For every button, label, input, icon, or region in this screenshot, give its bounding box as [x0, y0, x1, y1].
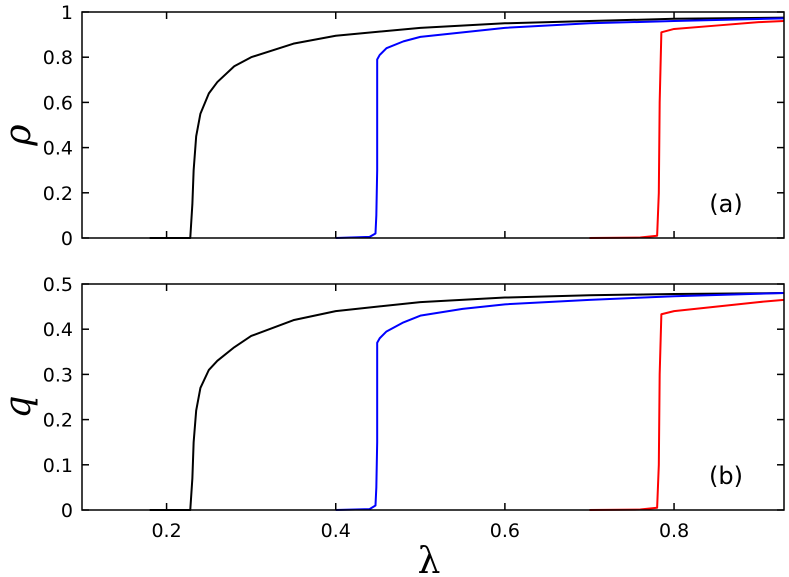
- y-tick-label: 0: [61, 500, 73, 522]
- x-tick-label: 0.2: [151, 520, 181, 542]
- y-tick-label: 0.5: [43, 274, 73, 296]
- panel-b: 0.2 0.4 0.6 0.8 0 0.1 0.2 0.3 0.4 0.5 q λ (b): [0, 274, 785, 577]
- x-tick-label: 0.8: [659, 520, 689, 542]
- series-line-3: [589, 20, 785, 239]
- y-axis-label: ρ: [0, 124, 39, 146]
- y-tick-label: 0.6: [43, 92, 73, 114]
- y-tick-label: 0.2: [43, 410, 73, 432]
- panel-label: (b): [709, 462, 743, 490]
- series-line-3: [589, 298, 785, 511]
- series-line-2: [335, 292, 785, 511]
- series-line-2: [335, 17, 785, 239]
- y-tick-label: 0.3: [43, 364, 73, 386]
- y-tick-label: 0.4: [43, 138, 73, 160]
- y-axis-label: q: [0, 395, 39, 418]
- y-tick-label: 1: [61, 2, 73, 24]
- y-tick-label: 0.8: [43, 47, 73, 69]
- series-line-1: [149, 16, 785, 239]
- x-axis-label: λ: [418, 541, 441, 577]
- panel-label: (a): [709, 190, 742, 218]
- x-tick-label: 0.6: [490, 520, 520, 542]
- y-tick-label: 0.1: [43, 455, 73, 477]
- y-tick-label: 0.2: [43, 183, 73, 205]
- y-tick-label: 0: [61, 228, 73, 250]
- plot-frame: [81, 283, 785, 511]
- plot-frame: [81, 11, 785, 239]
- series-line-1: [149, 292, 785, 511]
- y-tick-label: 0.4: [43, 319, 73, 341]
- x-tick-label: 0.4: [321, 520, 351, 542]
- panel-a: 0 0.2 0.4 0.6 0.8 1 ρ (a): [0, 2, 785, 250]
